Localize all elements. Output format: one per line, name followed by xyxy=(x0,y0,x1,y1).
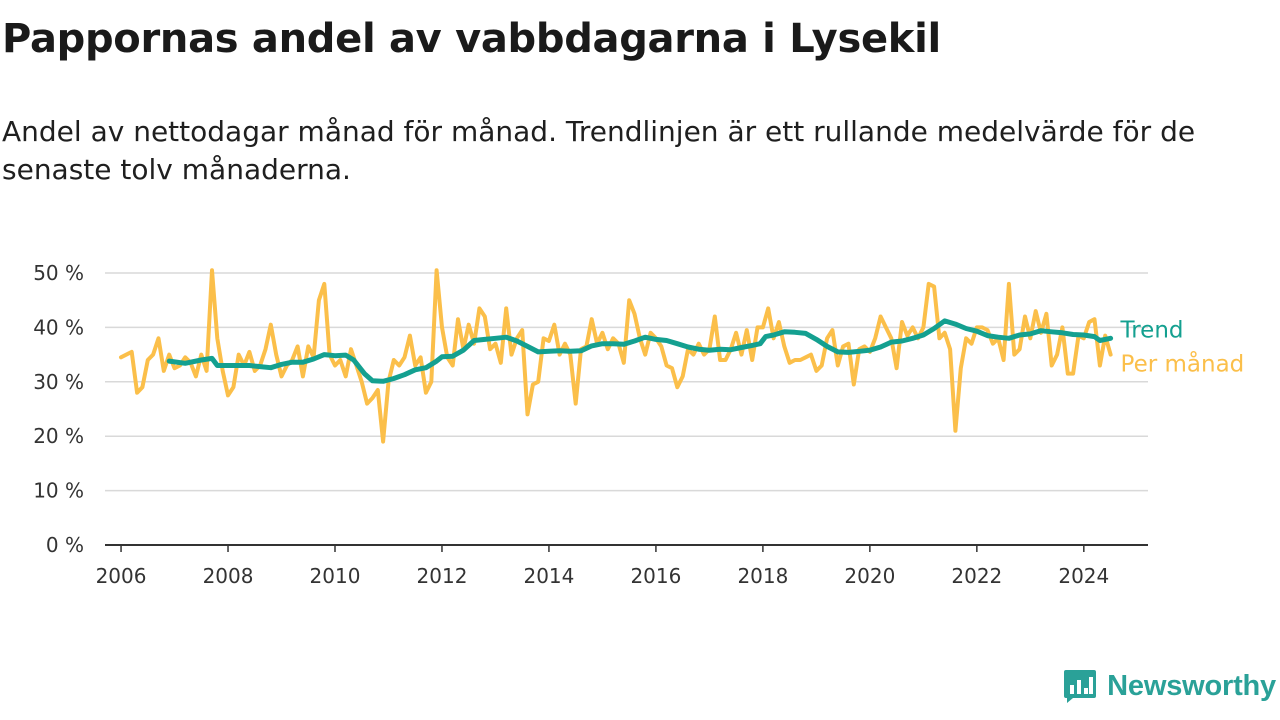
y-tick-label: 10 % xyxy=(33,479,84,503)
chart-title: Pappornas andel av vabbdagarna i Lysekil xyxy=(2,16,941,62)
x-tick-label: 2006 xyxy=(96,564,147,588)
x-tick-label: 2020 xyxy=(844,564,895,588)
chart-subtitle: Andel av nettodagar månad för månad. Tre… xyxy=(2,115,1196,186)
x-tick-label: 2008 xyxy=(203,564,254,588)
y-tick-label: 20 % xyxy=(33,424,84,448)
end-label: Per månad xyxy=(1121,350,1245,378)
x-axis: 2006 2008 2010 2012 2014 2016 2018 2020 2022 2024 xyxy=(96,544,1148,588)
y-tick-label: 30 % xyxy=(33,370,84,394)
newsworthy-chart-icon xyxy=(1064,670,1097,703)
series-line-per-manad xyxy=(119,268,1113,444)
end-label: Trend xyxy=(1120,317,1184,343)
gridlines xyxy=(105,272,1148,492)
x-tick-label: 2014 xyxy=(523,564,574,588)
x-tick-label: 2018 xyxy=(737,564,788,588)
y-tick-label: 40 % xyxy=(33,315,84,339)
series-lines xyxy=(119,268,1114,444)
x-tick-label: 2010 xyxy=(310,564,361,588)
y-axis-labels: 0 % 10 % 20 % 30 % 40 % 50 % xyxy=(33,261,84,557)
newsworthy-logo: Newsworthy xyxy=(1063,668,1276,704)
end-labels: Trend Per månad xyxy=(1120,317,1245,377)
brand-name: Newsworthy xyxy=(1107,669,1276,702)
x-tick-label: 2012 xyxy=(417,564,468,588)
y-tick-label: 0 % xyxy=(46,533,84,557)
x-tick-label: 2022 xyxy=(951,564,1002,588)
x-tick-label: 2016 xyxy=(630,564,681,588)
y-tick-label: 50 % xyxy=(33,261,84,285)
x-tick-label: 2024 xyxy=(1058,564,1109,588)
series-line-trend xyxy=(166,318,1114,384)
